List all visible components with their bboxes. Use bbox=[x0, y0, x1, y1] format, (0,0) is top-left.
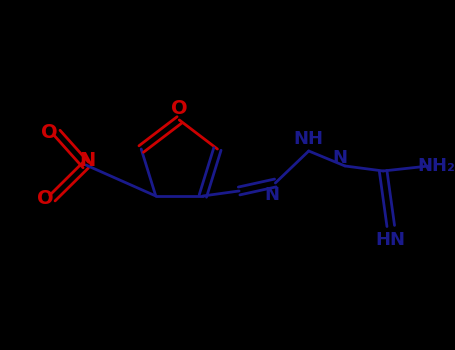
Text: NH: NH bbox=[294, 130, 324, 148]
Text: N: N bbox=[264, 186, 279, 204]
Text: O: O bbox=[36, 189, 53, 208]
Text: HN: HN bbox=[376, 231, 406, 249]
Text: N: N bbox=[333, 149, 348, 167]
Text: O: O bbox=[41, 124, 58, 142]
Text: N: N bbox=[80, 152, 96, 170]
Text: O: O bbox=[171, 98, 187, 118]
Text: NH₂: NH₂ bbox=[418, 157, 455, 175]
